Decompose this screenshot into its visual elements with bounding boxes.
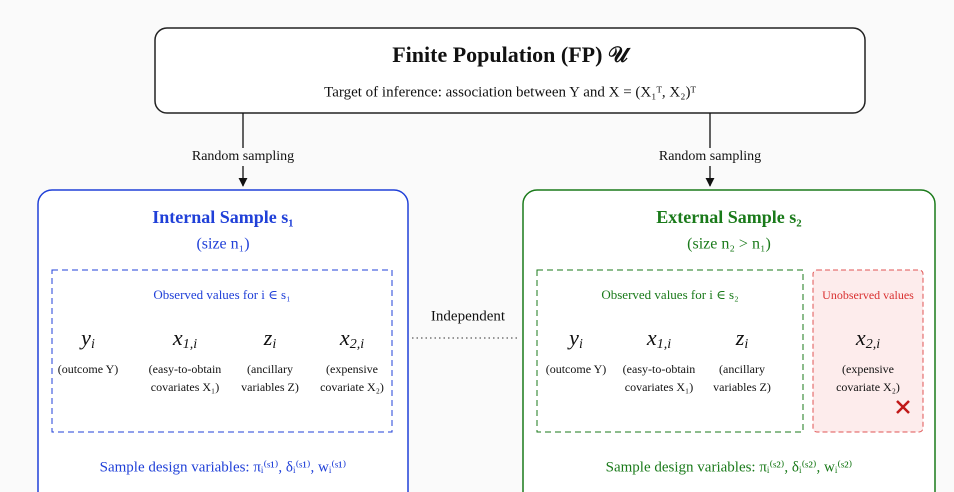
symbol-subscript: 2,i (350, 337, 365, 352)
symbol-base: x (339, 325, 350, 350)
variable-description: (ancillary (719, 362, 765, 376)
independent-label: Independent (431, 308, 506, 324)
variable-symbol: x1,i (646, 325, 671, 352)
variable-symbol: yi (567, 325, 583, 352)
subtitle: Target of inference: association between… (324, 84, 696, 100)
unobserved-label: Unobserved values (822, 288, 914, 302)
symbol-subscript: 1,i (183, 337, 198, 352)
variable-description: covariate X₂) (836, 380, 900, 394)
variable-description: (easy-to-obtain (149, 362, 222, 376)
symbol-base: z (263, 325, 273, 350)
symbol-subscript: 1,i (657, 337, 672, 352)
arrow-label: Random sampling (659, 149, 761, 164)
observed-label: Observed values for i ∈ s₂ (601, 287, 738, 302)
external-title: External Sample s₂ (656, 207, 801, 227)
variable-description: covariates X₁) (151, 380, 219, 394)
title: Finite Population (FP) 𝒰 (392, 42, 631, 67)
internal-size: (size n₁) (196, 236, 249, 253)
variable-description: (ancillary (247, 362, 293, 376)
variable-description: (expensive (326, 362, 378, 376)
symbol-subscript: 2,i (866, 337, 881, 352)
unobserved-box (812, 269, 924, 433)
variable-description: covariates X₁) (625, 380, 693, 394)
variable-symbol: zi (263, 325, 277, 352)
symbol-base: z (735, 325, 745, 350)
symbol-subscript: i (579, 337, 583, 352)
population-box (154, 27, 866, 114)
label-bg (178, 148, 308, 166)
variable-description: (outcome Y) (58, 362, 119, 376)
symbol-base: x (646, 325, 657, 350)
design-variables: Sample design variables: πᵢ⁽ˢ²⁾, δᵢ⁽ˢ²⁾,… (606, 458, 853, 475)
variable-description: variables Z) (713, 380, 771, 394)
symbol-base: y (79, 325, 91, 350)
observed-box (536, 269, 804, 433)
design-variables: Sample design variables: πᵢ⁽ˢ¹⁾, δᵢ⁽ˢ¹⁾,… (100, 458, 347, 475)
variable-symbol: x2,i (855, 325, 880, 352)
observed-label: Observed values for i ∈ s₁ (153, 287, 290, 302)
variable-description: variables Z) (241, 380, 299, 394)
internal-title: Internal Sample s₁ (152, 207, 293, 227)
variable-symbol: x2,i (339, 325, 364, 352)
external-size: (size n₂ > n₁) (687, 236, 771, 253)
variable-description: (expensive (842, 362, 894, 376)
symbol-subscript: i (272, 337, 276, 352)
internal-box (37, 189, 409, 492)
symbol-subscript: i (744, 337, 748, 352)
variable-symbol: zi (735, 325, 749, 352)
arrow-label: Random sampling (192, 149, 294, 164)
symbol-subscript: i (91, 337, 95, 352)
variable-symbol: yi (79, 325, 95, 352)
observed-box (51, 269, 393, 433)
symbol-base: x (855, 325, 866, 350)
variable-description: (easy-to-obtain (623, 362, 696, 376)
variable-symbol: x1,i (172, 325, 197, 352)
missing-icon (896, 400, 910, 414)
symbol-base: y (567, 325, 579, 350)
symbol-base: x (172, 325, 183, 350)
variable-description: (outcome Y) (546, 362, 607, 376)
label-bg (645, 148, 775, 166)
variable-description: covariate X₂) (320, 380, 384, 394)
